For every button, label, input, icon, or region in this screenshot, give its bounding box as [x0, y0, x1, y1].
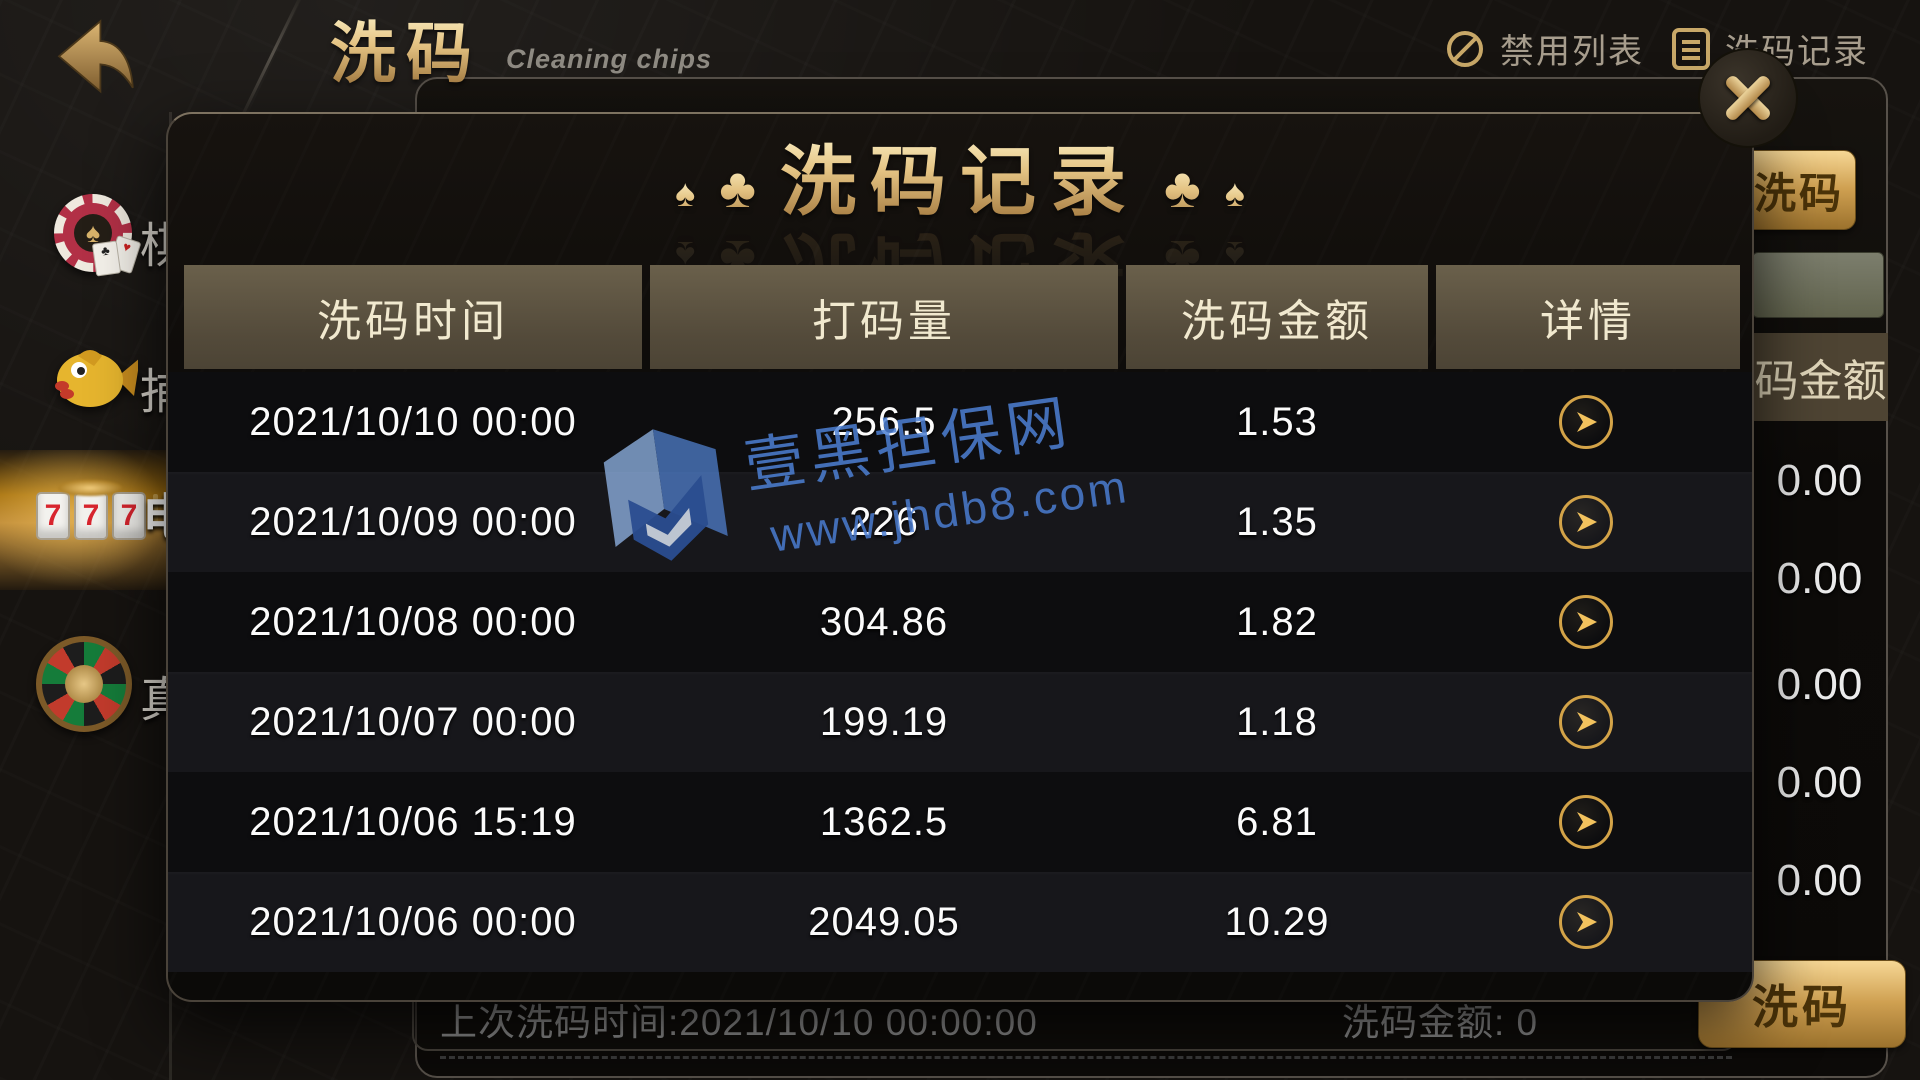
- roulette-icon: [36, 636, 132, 732]
- slot-dome: [58, 480, 122, 496]
- cell-amount: 1.82: [1236, 599, 1318, 644]
- column-header-wash-amount: 码金额: [1753, 333, 1888, 421]
- cell-amount: 6.81: [1236, 799, 1318, 844]
- records-table-header: 洗码时间 打码量 洗码金额 详情: [184, 265, 1740, 369]
- cell-amount: 1.35: [1236, 499, 1318, 544]
- spade-icon: ♠: [675, 173, 695, 230]
- back-arrow-icon: [57, 19, 134, 94]
- amount-value: 0.00: [1776, 660, 1863, 709]
- detail-button[interactable]: [1559, 595, 1613, 649]
- club-icon: ♣: [719, 155, 756, 230]
- cell-amount: 1.53: [1236, 399, 1318, 444]
- disabled-list-label: 禁用列表: [1500, 33, 1644, 71]
- table-row: 2021/10/06 00:00 2049.05 10.29: [168, 872, 1752, 972]
- circle-arrow-right-icon: [1577, 712, 1597, 732]
- close-button[interactable]: [1698, 48, 1798, 148]
- cell-volume: 1362.5: [819, 799, 949, 844]
- detail-button[interactable]: [1559, 695, 1613, 749]
- wash-amount-field: [1752, 252, 1884, 318]
- cell-time: 2021/10/07 00:00: [249, 699, 577, 744]
- cell-time: 2021/10/08 00:00: [249, 599, 577, 644]
- header-wager-volume: 打码量: [650, 265, 1118, 369]
- cell-volume: 226: [849, 499, 919, 544]
- amount-value: 0.00: [1776, 456, 1863, 505]
- amount-value: 0.00: [1776, 758, 1863, 807]
- sidebar-item-fishing[interactable]: [38, 334, 140, 429]
- modal-title: 洗码记录: [780, 120, 1140, 230]
- footer-last-wash-time: 上次洗码时间:2021/10/10 00:00:00: [440, 1002, 1038, 1043]
- disabled-list-button[interactable]: 禁用列表: [1443, 24, 1644, 73]
- header-wash-amount: 洗码金额: [1126, 265, 1428, 369]
- prohibition-icon: [1447, 30, 1483, 67]
- modal-title-row: ♠ ♣ 洗码记录 ♣ ♠: [168, 120, 1752, 230]
- close-x-icon: [1721, 71, 1775, 125]
- circle-arrow-right-icon: [1577, 412, 1597, 432]
- amount-value: 0.00: [1776, 856, 1863, 905]
- detail-button[interactable]: [1559, 495, 1613, 549]
- records-table-body: 2021/10/10 00:00 256.5 1.53 2021/10/09 0…: [168, 372, 1752, 972]
- header-details: 详情: [1436, 265, 1740, 369]
- cell-time: 2021/10/10 00:00: [249, 399, 577, 444]
- cell-amount: 1.18: [1236, 699, 1318, 744]
- slot-lever: [153, 494, 158, 528]
- cell-volume: 256.5: [831, 399, 937, 444]
- slots-777-icon: 7 7 7: [36, 480, 158, 540]
- poker-chip-icon: ♠ ♥ ♣: [54, 194, 142, 277]
- table-row: 2021/10/06 15:19 1362.5 6.81: [168, 772, 1752, 872]
- footer-wash-amount: 洗码金额: 0: [1342, 1002, 1539, 1043]
- amount-value: 0.00: [1776, 554, 1863, 603]
- page-subtitle: Cleaning chips: [506, 44, 713, 74]
- circle-arrow-right-icon: [1577, 612, 1597, 632]
- mini-card: ♣: [91, 240, 122, 277]
- cell-volume: 199.19: [819, 699, 949, 744]
- circle-arrow-right-icon: [1577, 812, 1597, 832]
- detail-button[interactable]: [1559, 895, 1613, 949]
- table-row: 2021/10/07 00:00 199.19 1.18: [168, 672, 1752, 772]
- wash-records-modal: ♠ ♣ 洗码记录 ♣ ♠ ♠ ♣ 洗码记录 ♣ ♠ 洗码时间 打码量 洗码金额 …: [166, 112, 1754, 1002]
- table-row: 2021/10/09 00:00 226 1.35: [168, 472, 1752, 572]
- document-lines-icon: [1672, 27, 1710, 70]
- fish-icon: [55, 350, 140, 407]
- cell-time: 2021/10/09 00:00: [249, 499, 577, 544]
- page-title: 洗码: [330, 0, 482, 96]
- detail-button[interactable]: [1559, 795, 1613, 849]
- slot-reel: 7: [36, 492, 70, 540]
- cell-amount: 10.29: [1224, 899, 1330, 944]
- wash-chips-button-bottom[interactable]: 洗码: [1698, 960, 1906, 1048]
- sidebar-item-slots[interactable]: 7 7 7: [36, 480, 158, 540]
- back-button[interactable]: [50, 14, 140, 104]
- header-divider-line: [237, 0, 302, 124]
- cell-volume: 304.86: [819, 599, 949, 644]
- cell-volume: 2049.05: [808, 899, 960, 944]
- wash-chips-button-top[interactable]: 洗码: [1742, 150, 1856, 230]
- sidebar-item-chess[interactable]: ♠ ♥ ♣: [54, 194, 142, 277]
- header-wash-time: 洗码时间: [184, 265, 642, 369]
- cell-time: 2021/10/06 15:19: [249, 799, 577, 844]
- slot-reel: 7: [74, 492, 108, 540]
- spade-icon: ♠: [1225, 173, 1245, 230]
- detail-button[interactable]: [1559, 395, 1613, 449]
- footer-dashed-divider: [440, 1056, 1732, 1059]
- table-row: 2021/10/08 00:00 304.86 1.82: [168, 572, 1752, 672]
- table-row: 2021/10/10 00:00 256.5 1.53: [168, 372, 1752, 472]
- club-icon: ♣: [1164, 155, 1201, 230]
- roulette-hub: [65, 665, 103, 703]
- circle-arrow-right-icon: [1577, 512, 1597, 532]
- circle-arrow-right-icon: [1577, 912, 1597, 932]
- sidebar-item-live[interactable]: [36, 636, 132, 732]
- cell-time: 2021/10/06 00:00: [249, 899, 577, 944]
- slot-reel: 7: [112, 492, 146, 540]
